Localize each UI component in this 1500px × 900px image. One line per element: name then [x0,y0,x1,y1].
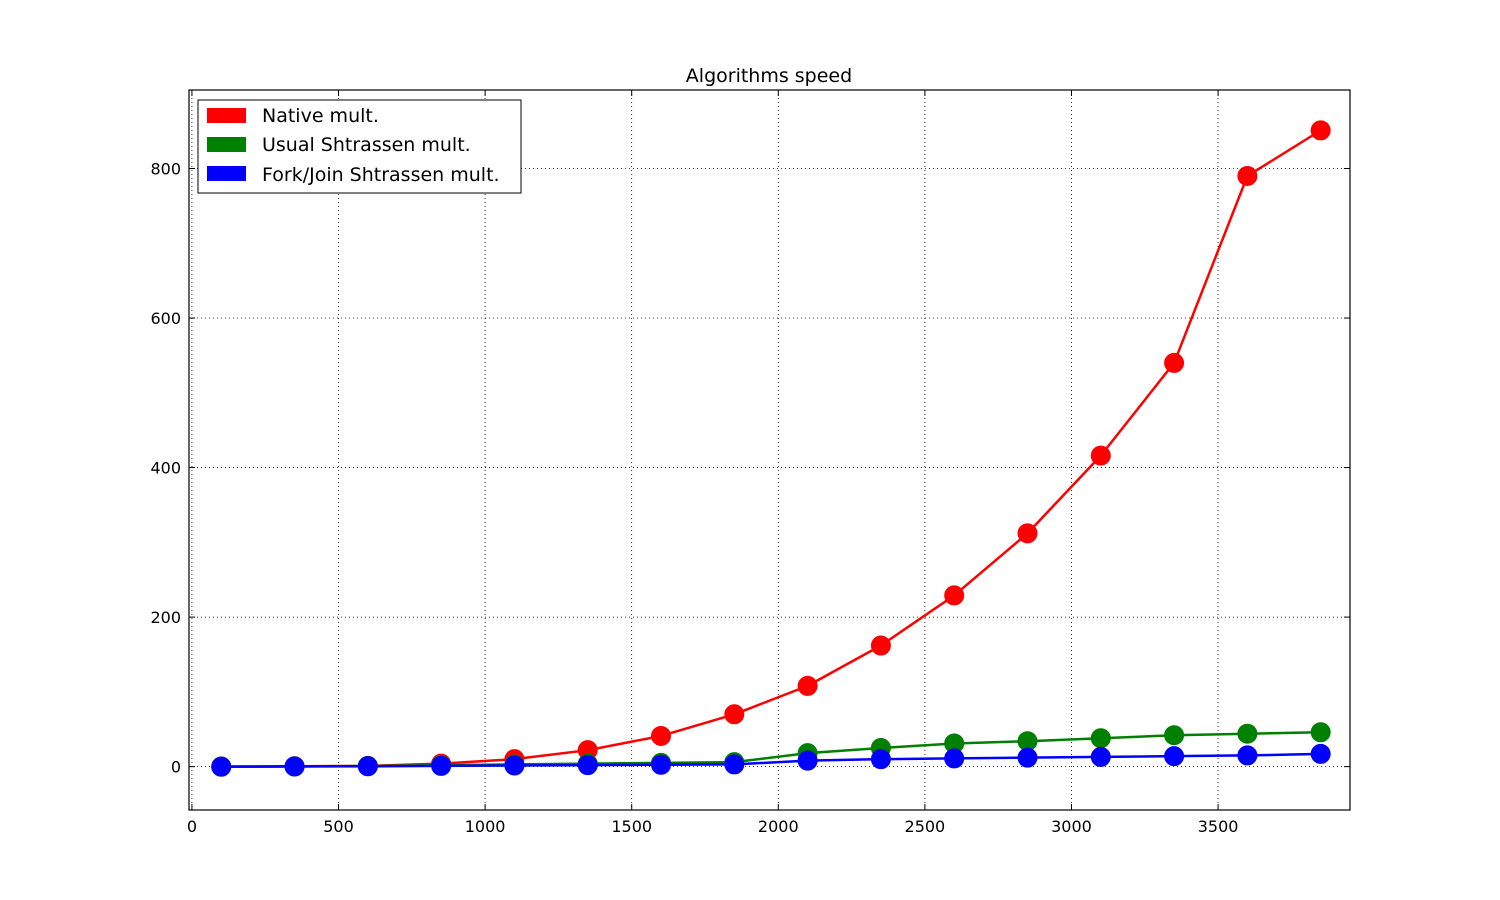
legend: Native mult. Usual Shtrassen mult. Fork/… [197,99,522,194]
legend-swatch-fork-join-shtrassen [207,166,246,181]
data-point [1310,743,1331,764]
grid [189,90,1350,810]
legend-label-usual-shtrassen: Usual Shtrassen mult. [262,134,471,156]
data-point [577,755,598,776]
x-tick-label: 3500 [1198,817,1239,836]
x-tick-label: 2000 [758,817,799,836]
data-point [1310,722,1331,743]
legend-swatch-native [207,108,246,123]
data-point [944,748,965,769]
data-point [797,750,818,771]
x-tick-label: 3000 [1051,817,1092,836]
plot-frame [188,89,1351,811]
data-point [651,754,672,775]
series-fork-join-shtrassen-mult [211,743,1331,777]
data-point [1017,523,1038,544]
y-tick-label: 0 [171,758,181,777]
data-point [797,675,818,696]
data-point [724,754,745,775]
x-tick-label: 0 [187,817,197,836]
data-point [870,635,891,656]
y-tick-label: 400 [150,459,181,478]
data-point [1164,746,1185,767]
data-point [357,756,378,777]
x-tick-label: 1000 [465,817,506,836]
data-point [211,756,232,777]
data-point [1237,165,1258,186]
data-point [1237,723,1258,744]
y-tick-label: 200 [150,608,181,627]
data-point [1310,120,1331,141]
y-tick-label: 600 [150,309,181,328]
legend-swatch-usual-shtrassen [207,137,246,152]
legend-label-native: Native mult. [262,105,379,127]
x-tick-label: 2500 [905,817,946,836]
data-point [431,755,452,776]
legend-box [197,99,522,194]
series-line [221,752,1321,768]
data-point [944,585,965,606]
data-point [1164,352,1185,373]
data-point [504,755,525,776]
data-point [651,725,672,746]
legend-label-fork-join-shtrassen: Fork/Join Shtrassen mult. [262,164,500,186]
data-point [1090,445,1111,466]
data-point [1164,725,1185,746]
chart-title: Algorithms speed [686,65,852,87]
series-area [211,120,1331,777]
data-point [1090,746,1111,767]
data-point [870,749,891,770]
data-point [284,756,305,777]
data-point [724,704,745,725]
y-tick-label: 800 [150,160,181,179]
x-tick-label: 500 [323,817,354,836]
data-point [1017,747,1038,768]
data-point [1090,728,1111,749]
data-point [1237,745,1258,766]
axis-ticks: 0 500 1000 1500 2000 2500 3000 3500 0 200 400 600 80… [150,90,1350,836]
x-tick-label: 1500 [611,817,652,836]
